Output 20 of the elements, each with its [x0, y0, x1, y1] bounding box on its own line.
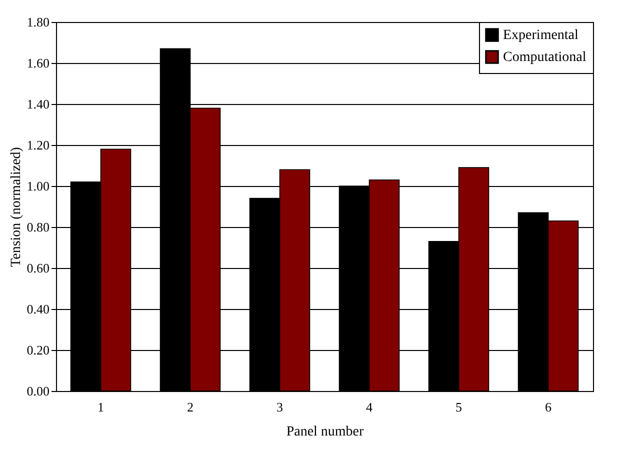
y-tick-label: 1.40 — [26, 96, 50, 112]
y-tick-label: 0.00 — [26, 384, 50, 398]
x-tick-label: 6 — [545, 400, 552, 414]
y-tick-label: 0.40 — [26, 302, 50, 316]
x-tick-label: 5 — [456, 400, 462, 414]
x-tick-label: 2 — [187, 400, 194, 414]
y-tick-label: 0.20 — [26, 342, 50, 358]
legend-label: Computational — [503, 50, 586, 65]
x-tick-label: 3 — [276, 400, 283, 414]
y-tick-label: 1.00 — [26, 178, 50, 194]
x-tick-label: 1 — [98, 400, 104, 414]
y-tick-label: 0.60 — [26, 260, 50, 276]
y-tick-label: 1.80 — [26, 14, 50, 30]
y-tick-label: 0.80 — [26, 220, 50, 234]
y-tick-label: 1.60 — [26, 56, 50, 70]
legend-label: Experimental — [503, 28, 579, 43]
y-tick-label: 1.20 — [26, 138, 50, 152]
y-axis-title: Tension (normalized) — [8, 146, 24, 267]
x-axis-title: Panel number — [286, 424, 364, 440]
x-tick-label: 4 — [366, 400, 373, 414]
